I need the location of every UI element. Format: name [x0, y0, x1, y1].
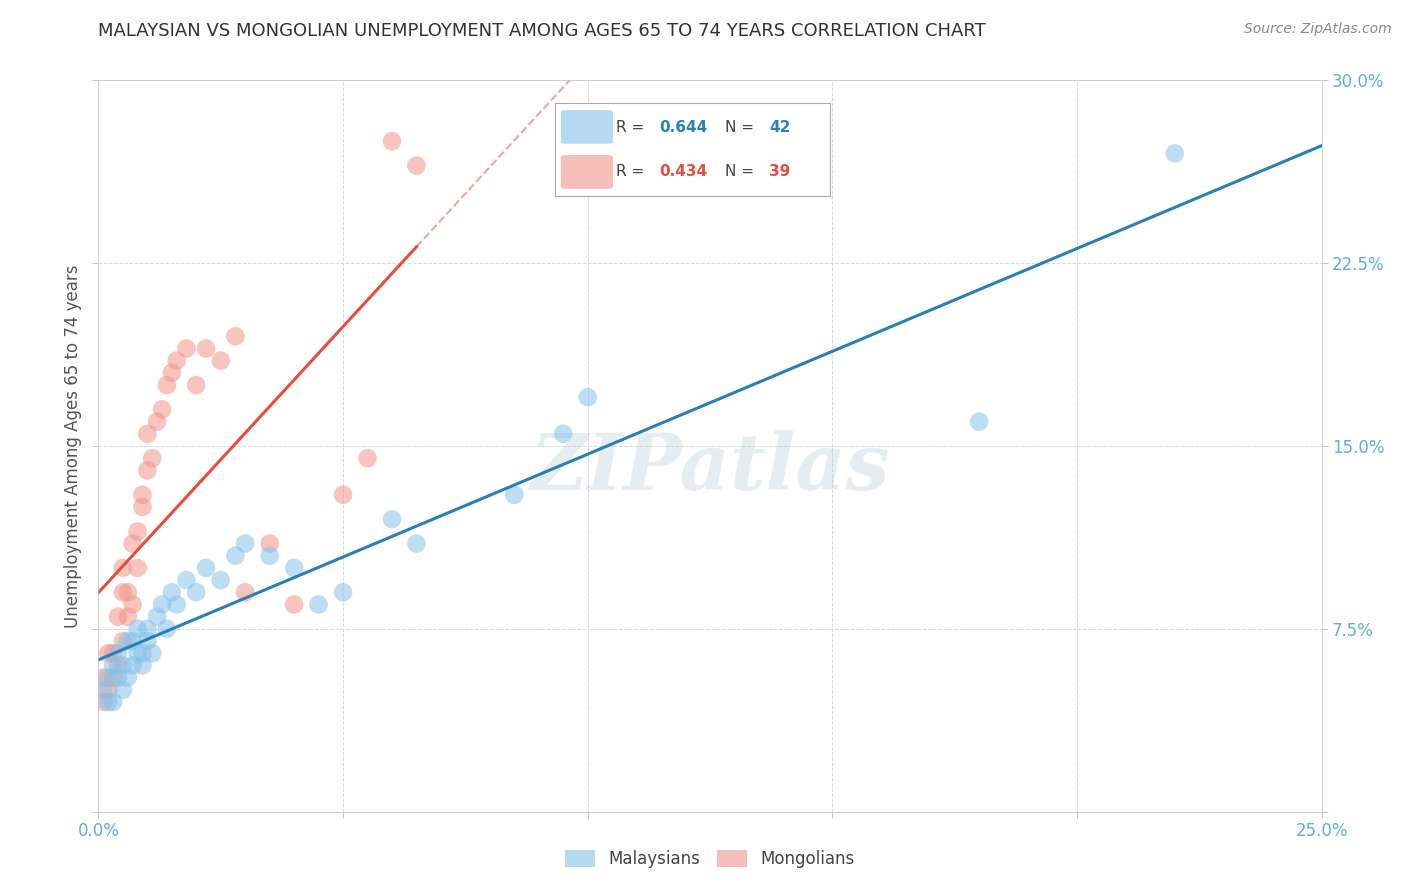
Point — [121, 598, 143, 612]
Text: MALAYSIAN VS MONGOLIAN UNEMPLOYMENT AMONG AGES 65 TO 74 YEARS CORRELATION CHART: MALAYSIAN VS MONGOLIAN UNEMPLOYMENT AMON… — [98, 22, 986, 40]
Point — [283, 598, 305, 612]
Point — [91, 671, 114, 685]
Point — [176, 342, 198, 356]
Text: N =: N = — [725, 164, 759, 179]
Point — [308, 598, 330, 612]
Point — [136, 426, 159, 441]
Point — [1164, 146, 1187, 161]
Point — [259, 549, 281, 563]
Point — [91, 682, 114, 697]
Point — [160, 585, 183, 599]
Text: N =: N = — [725, 120, 759, 136]
Point — [107, 609, 129, 624]
Point — [233, 585, 256, 599]
Point — [195, 561, 218, 575]
Point — [233, 536, 256, 550]
Point — [156, 378, 179, 392]
Point — [160, 366, 183, 380]
Point — [195, 342, 218, 356]
Point — [136, 463, 159, 477]
Text: 42: 42 — [769, 120, 790, 136]
Point — [111, 634, 134, 648]
Point — [224, 549, 246, 563]
Point — [121, 536, 143, 550]
Text: 0.434: 0.434 — [659, 164, 707, 179]
Point — [146, 609, 169, 624]
Point — [131, 488, 153, 502]
Point — [127, 561, 149, 575]
Point — [332, 585, 354, 599]
Point — [136, 622, 159, 636]
Point — [101, 646, 124, 660]
Text: 0.644: 0.644 — [659, 120, 707, 136]
Point — [127, 524, 149, 539]
Point — [131, 646, 153, 660]
Point — [127, 646, 149, 660]
Point — [186, 585, 208, 599]
Point — [107, 658, 129, 673]
Point — [117, 671, 139, 685]
Point — [101, 695, 124, 709]
Point — [150, 402, 173, 417]
Point — [101, 658, 124, 673]
Point — [166, 598, 188, 612]
Point — [121, 658, 143, 673]
Point — [176, 573, 198, 587]
Point — [209, 573, 232, 587]
Text: Source: ZipAtlas.com: Source: ZipAtlas.com — [1244, 22, 1392, 37]
Point — [553, 426, 575, 441]
Point — [209, 353, 232, 368]
Text: ZIPatlas: ZIPatlas — [530, 430, 890, 506]
Point — [136, 634, 159, 648]
Point — [91, 695, 114, 709]
Point — [97, 671, 120, 685]
Point — [111, 682, 134, 697]
Point — [111, 658, 134, 673]
Point — [111, 561, 134, 575]
Point — [150, 598, 173, 612]
Point — [107, 646, 129, 660]
Y-axis label: Unemployment Among Ages 65 to 74 years: Unemployment Among Ages 65 to 74 years — [63, 264, 82, 628]
Legend: Malaysians, Mongolians: Malaysians, Mongolians — [557, 842, 863, 877]
Point — [97, 695, 120, 709]
Point — [97, 682, 120, 697]
Point — [224, 329, 246, 343]
FancyBboxPatch shape — [561, 110, 613, 144]
Point — [156, 622, 179, 636]
Text: R =: R = — [616, 120, 648, 136]
Point — [283, 561, 305, 575]
Point — [405, 536, 427, 550]
Point — [166, 353, 188, 368]
Text: 39: 39 — [769, 164, 790, 179]
Point — [332, 488, 354, 502]
Point — [141, 646, 163, 660]
Point — [97, 646, 120, 660]
Point — [186, 378, 208, 392]
Point — [117, 634, 139, 648]
Point — [111, 585, 134, 599]
Point — [131, 658, 153, 673]
Point — [101, 671, 124, 685]
Point — [121, 634, 143, 648]
FancyBboxPatch shape — [561, 155, 613, 189]
Text: R =: R = — [616, 164, 648, 179]
Point — [117, 585, 139, 599]
Point — [381, 512, 404, 526]
Point — [127, 622, 149, 636]
Point — [146, 415, 169, 429]
Point — [967, 415, 990, 429]
Point — [576, 390, 599, 404]
Point — [259, 536, 281, 550]
Point — [117, 609, 139, 624]
Point — [141, 451, 163, 466]
Point — [503, 488, 526, 502]
Point — [405, 159, 427, 173]
Point — [131, 500, 153, 514]
Point — [107, 671, 129, 685]
Point — [381, 134, 404, 148]
Point — [356, 451, 378, 466]
